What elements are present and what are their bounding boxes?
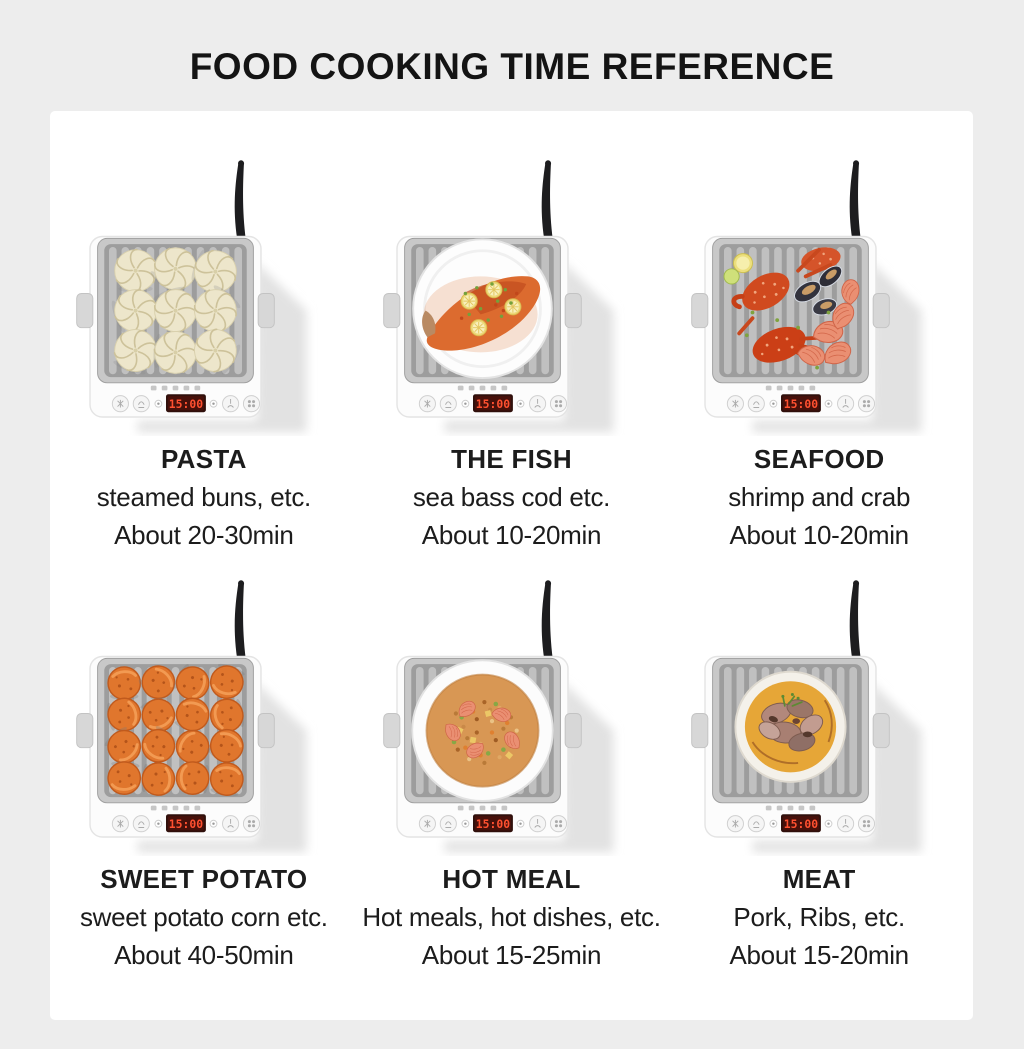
food-item-card-hot-meal: HOT MEAL Hot meals, hot dishes, etc. Abo… [358, 551, 666, 971]
item-cook-time: About 10-20min [421, 519, 602, 550]
appliance-image-meat [686, 571, 952, 856]
item-name: HOT MEAL [442, 863, 581, 894]
content-panel: PASTA steamed buns, etc. About 20-30min [50, 110, 973, 1020]
items-grid: PASTA steamed buns, etc. About 20-30min [50, 111, 973, 971]
item-name: THE FISH [451, 443, 572, 474]
food-item-card-seafood: SEAFOOD shrimp and crab About 10-20min [665, 111, 973, 551]
item-cook-time: About 15-25min [421, 939, 602, 970]
appliance-image-steamed-buns [71, 151, 337, 436]
item-cook-time: About 40-50min [114, 939, 294, 970]
item-name: MEAT [782, 863, 856, 894]
food-item-card-sweet-potato: SWEET POTATO sweet potato corn etc. Abou… [50, 551, 358, 971]
page-title: FOOD COOKING TIME REFERENCE [189, 45, 835, 87]
pork-bowl-image [734, 670, 847, 783]
item-name: SEAFOOD [753, 443, 885, 474]
food-item-card-fish: THE FISH sea bass cod etc. About 10-20mi… [358, 111, 666, 551]
item-cook-time: About 10-20min [729, 519, 909, 550]
shrimp-crab-mussels-image [723, 247, 865, 372]
food-item-card-pasta: PASTA steamed buns, etc. About 20-30min [50, 111, 358, 551]
appliance-image-fish [378, 151, 644, 436]
item-name: SWEET POTATO [100, 863, 308, 894]
fried-rice-plate-image [411, 659, 555, 802]
mussels [794, 265, 843, 316]
item-description: Hot meals, hot dishes, etc. [362, 901, 661, 932]
item-description: sea bass cod etc. [412, 481, 611, 512]
braised-fish-plate-image [412, 238, 554, 379]
appliance-image-seafood [686, 151, 952, 436]
item-description: steamed buns, etc. [96, 481, 312, 512]
item-cook-time: About 20-30min [114, 519, 294, 550]
steamed-buns-image [106, 236, 247, 381]
food-item-card-meat: MEAT Pork, Ribs, etc. About 15-20min [665, 551, 973, 971]
item-description: sweet potato corn etc. [79, 901, 328, 932]
item-name: PASTA [160, 443, 247, 474]
item-description: Pork, Ribs, etc. [733, 901, 905, 932]
appliance-image-hot-meal [378, 571, 644, 856]
item-description: shrimp and crab [728, 481, 911, 512]
item-cook-time: About 15-20min [729, 939, 909, 970]
appliance-image-sweet-potato [71, 571, 337, 856]
